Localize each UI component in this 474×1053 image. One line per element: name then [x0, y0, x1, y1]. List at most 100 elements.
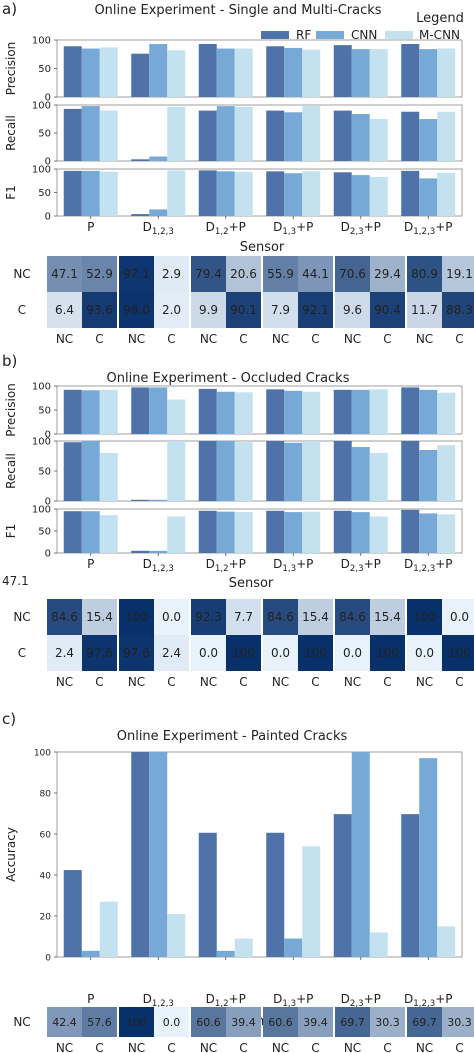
- heatmap-value: 69.7: [412, 1016, 437, 1029]
- bar-cnn-0: [81, 390, 100, 434]
- bar-cnn-5: [419, 450, 438, 501]
- bar-rf-2: [198, 832, 217, 957]
- heatmap-cell: [370, 256, 405, 292]
- x-tick-label-5: D1,2,3+P: [404, 992, 453, 1009]
- heatmap-value: 29.4: [374, 267, 401, 281]
- heatmap-value: 0.0: [271, 646, 290, 660]
- heatmap-cell: [263, 599, 298, 635]
- heatmap-cell: [191, 1007, 226, 1037]
- heatmap-value: 92.3: [195, 610, 222, 624]
- heatmap-cell: [335, 599, 370, 635]
- heatmap-cell: [263, 635, 298, 671]
- heatmap-value: 57.6: [87, 1016, 112, 1029]
- bar-rf-5: [401, 814, 420, 957]
- bar-cnn-1: [149, 43, 168, 97]
- heatmap-cell: [47, 256, 82, 292]
- bar-cnn-5: [419, 389, 438, 434]
- heatmap-cell: [47, 1007, 82, 1037]
- col-label-nc: NC: [344, 675, 361, 689]
- heatmap-cell: [407, 292, 442, 328]
- heatmap-value: 90.1: [230, 303, 257, 317]
- y-tick-label: 60: [40, 831, 52, 841]
- heatmap-value: 7.9: [271, 303, 290, 317]
- heatmap-value: 70.6: [339, 267, 366, 281]
- heatmap-value: 0.0: [199, 646, 218, 660]
- bar-rf-3: [266, 46, 285, 97]
- legend-label-rf: RF: [296, 28, 311, 42]
- heatmap-value: 90.4: [374, 303, 401, 317]
- bar-rf-3: [266, 832, 285, 957]
- heatmap-value: 97.6: [86, 646, 113, 660]
- confusion-matrices-a: NC C 47.1 52.9 6.4 93.6 NC C 97.1 2.9 98.0 2.0 NC C 79…: [13, 256, 474, 346]
- heatmap-cell: [335, 1007, 370, 1037]
- bar-m-cnn-2: [234, 512, 253, 553]
- col-label-c: C: [455, 1041, 463, 1053]
- bar-m-cnn-2: [234, 106, 253, 161]
- x-tick-label-3: D1,3+P: [273, 557, 313, 574]
- bar-rf-2: [198, 510, 217, 553]
- heatmap-value: 69.7: [340, 1016, 365, 1029]
- panel-b-label: b): [2, 352, 17, 370]
- x-tick-label-2: D1,2+P: [206, 220, 246, 237]
- bar-rf-0: [63, 442, 82, 501]
- col-label-c: C: [95, 1041, 103, 1053]
- bar-cnn-4: [351, 512, 370, 553]
- bar-rf-1: [131, 159, 150, 161]
- bar-cnn-2: [216, 171, 235, 216]
- heatmap-cell: [226, 292, 261, 328]
- bar-cnn-3: [284, 390, 303, 434]
- heatmap-cell: [370, 292, 405, 328]
- bar-cnn-4: [351, 752, 370, 957]
- heatmap-cell: [298, 599, 333, 635]
- y-axis-label: F1: [4, 524, 18, 539]
- heatmap-cell: [154, 292, 189, 328]
- bar-m-cnn-1: [167, 399, 186, 434]
- y-tick-label: 0: [45, 549, 51, 560]
- row-label-c: C: [18, 303, 26, 317]
- bar-m-cnn-1: [167, 170, 186, 216]
- bar-rf-0: [63, 108, 82, 161]
- y-tick-label: 0: [45, 212, 51, 223]
- y-tick-label: 20: [40, 913, 52, 923]
- bar-m-cnn-4: [369, 453, 388, 501]
- heatmap-cell: [407, 599, 442, 635]
- heatmap-value: 100: [304, 646, 327, 660]
- heatmap-value: 30.3: [375, 1016, 400, 1029]
- bar-m-cnn-2: [234, 442, 253, 501]
- y-tick-label: 80: [40, 790, 52, 800]
- bar-rf-1: [131, 387, 150, 434]
- heatmap-value: 80.9: [411, 267, 438, 281]
- col-label-nc: NC: [56, 675, 73, 689]
- heatmap-cell: [263, 1007, 298, 1037]
- bar-cnn-5: [419, 758, 438, 957]
- bar-cnn-1: [149, 387, 168, 434]
- bar-rf-4: [333, 172, 352, 216]
- heatmap-cell: [154, 256, 189, 292]
- heatmap-value: 79.4: [195, 267, 222, 281]
- heatmap-cell: [154, 635, 189, 671]
- bar-cnn-3: [284, 173, 303, 216]
- heatmap-value: 100: [126, 1016, 147, 1029]
- col-label-nc: NC: [56, 332, 73, 346]
- heatmap-value: 0.0: [163, 1016, 181, 1029]
- heatmap-value: 19.1: [446, 267, 473, 281]
- legend-swatch-mcnn: [385, 31, 413, 39]
- x-tick-label-1: D1,2,3: [143, 220, 174, 237]
- bar-cnn-0: [81, 441, 100, 501]
- y-tick-label: 100: [34, 749, 51, 759]
- bar-rf-1: [131, 499, 150, 501]
- bar-m-cnn-0: [99, 110, 118, 161]
- heatmap-cell: [407, 256, 442, 292]
- col-label-c: C: [167, 675, 175, 689]
- heatmap-value: 2.9: [162, 267, 181, 281]
- bar-m-cnn-4: [369, 516, 388, 553]
- recall-chart-b: 0 50 100 Recall: [4, 437, 463, 508]
- x-tick-label-2: D1,2+P: [206, 557, 246, 574]
- bar-rf-4: [333, 441, 352, 501]
- col-label-c: C: [239, 675, 247, 689]
- heatmap-cell: [370, 1007, 405, 1037]
- heatmap-value: 98.0: [123, 303, 150, 317]
- y-tick-label: 50: [38, 467, 51, 478]
- legend: RF CNN M-CNN: [261, 28, 460, 42]
- heatmap-cell: [298, 256, 333, 292]
